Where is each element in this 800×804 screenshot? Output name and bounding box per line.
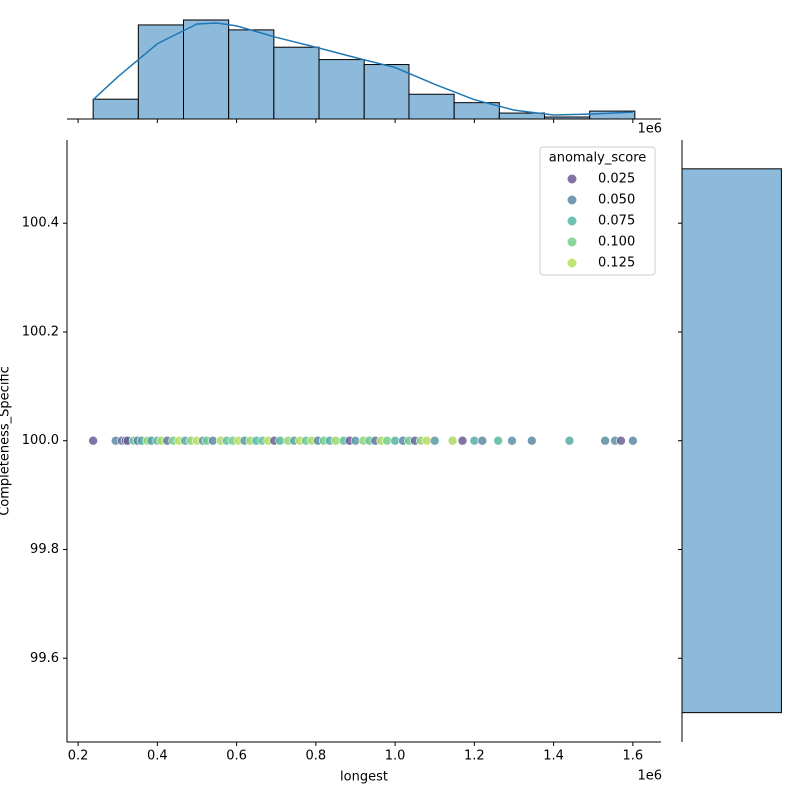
x-tick-label: 1.0 bbox=[385, 749, 406, 764]
scatter-point bbox=[88, 435, 98, 446]
top-offset-label: 1e6 bbox=[637, 122, 662, 137]
scatter-point bbox=[628, 435, 638, 446]
x-axis-label: longest bbox=[340, 770, 388, 785]
x-tick-label: 0.6 bbox=[226, 749, 247, 764]
x-tick-label: 0.4 bbox=[147, 749, 168, 764]
scatter-point bbox=[600, 435, 610, 446]
y-tick-label: 99.6 bbox=[30, 651, 59, 666]
hist-bar bbox=[318, 59, 365, 120]
scatter-point bbox=[457, 435, 468, 446]
y-tick-label: 100.0 bbox=[22, 433, 59, 448]
scatter-point bbox=[493, 435, 503, 446]
hist-bar bbox=[137, 24, 185, 120]
hist-bar bbox=[543, 116, 591, 120]
hist-bar bbox=[273, 46, 320, 120]
hist-bar bbox=[363, 64, 410, 120]
scatter-point bbox=[527, 435, 537, 446]
legend-marker bbox=[567, 195, 577, 205]
kde-line bbox=[92, 22, 633, 116]
hist-bar bbox=[228, 29, 275, 120]
hist-bar bbox=[92, 98, 139, 120]
axis-spine bbox=[66, 140, 661, 743]
scatter-point bbox=[429, 435, 440, 446]
legend-label: 0.075 bbox=[598, 214, 635, 229]
legend-marker bbox=[567, 237, 577, 247]
scatter-point bbox=[507, 435, 517, 446]
legend-label: 0.050 bbox=[598, 193, 635, 208]
legend-title: anomaly_score bbox=[549, 151, 647, 166]
x-tick-label: 0.2 bbox=[68, 749, 89, 764]
scatter-point bbox=[564, 435, 575, 446]
y-axis-label: Completeness_Specific bbox=[0, 366, 13, 516]
scatter-point bbox=[616, 435, 626, 446]
legend-marker bbox=[567, 174, 577, 184]
y-tick-label: 100.4 bbox=[22, 216, 59, 231]
x-tick-label: 1.2 bbox=[464, 749, 485, 764]
x-tick-label: 1.6 bbox=[623, 749, 644, 764]
legend-marker bbox=[567, 216, 577, 226]
y-tick-label: 99.8 bbox=[30, 542, 59, 557]
legend-marker bbox=[567, 258, 577, 268]
legend-label: 0.025 bbox=[598, 172, 635, 187]
hist-bar bbox=[589, 110, 636, 120]
hist-bar bbox=[453, 102, 500, 120]
hist-bar bbox=[498, 112, 545, 120]
scatter-point bbox=[477, 435, 488, 446]
hist-bar bbox=[408, 93, 455, 120]
x-tick-label: 0.8 bbox=[306, 749, 327, 764]
side-hist-bar bbox=[681, 168, 782, 714]
x-offset-label: 1e6 bbox=[637, 769, 662, 784]
x-tick-label: 1.4 bbox=[543, 749, 564, 764]
legend-label: 0.125 bbox=[598, 256, 635, 271]
y-tick-label: 100.2 bbox=[22, 324, 59, 339]
legend-label: 0.100 bbox=[598, 235, 635, 250]
hist-bar bbox=[183, 19, 230, 120]
scatter-point bbox=[447, 435, 458, 446]
